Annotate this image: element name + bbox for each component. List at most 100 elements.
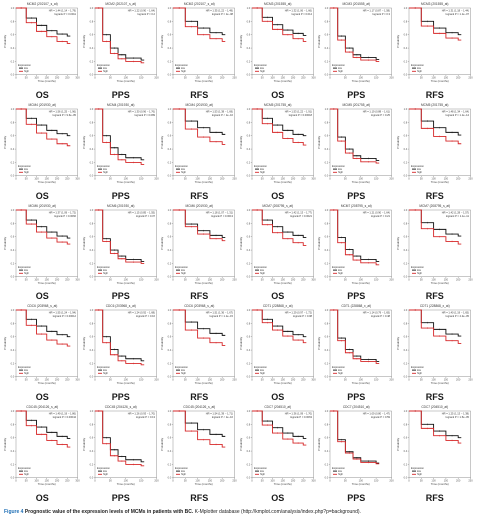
hr-annotation: HR = 1.56 (1.25 − 1.96): [49, 109, 76, 113]
y-tick-label: 0.2: [403, 362, 407, 366]
x-tick-label: 200: [290, 277, 295, 281]
y-axis-label: Probability: [396, 236, 400, 250]
y-tick-label: 1.0: [246, 409, 250, 413]
legend-entry: high: [417, 271, 422, 275]
x-tick-label: 150: [443, 479, 448, 483]
legend-title: Expression: [411, 63, 424, 67]
km-panel: MCM6 (201930_at) 0.0 0.2 0.4 0.6 0.8 1.0 0 50 100…: [3, 204, 82, 305]
legend-title: Expression: [175, 63, 188, 67]
x-tick-label: 200: [290, 378, 295, 382]
y-tick-label: 0.2: [246, 463, 250, 467]
y-tick-label: 0.8: [325, 221, 329, 225]
y-tick-label: 1.0: [168, 6, 172, 10]
logrank-annotation: logrank P = 0.59: [371, 415, 390, 419]
legend-entry: low: [181, 469, 185, 473]
x-tick-label: 250: [468, 277, 473, 281]
x-tick-label: 100: [195, 378, 200, 382]
x-tick-label: 0: [172, 479, 174, 483]
panel-label: RFS: [425, 492, 444, 503]
y-tick-label: 0.6: [325, 436, 329, 440]
panel-label: PPS: [347, 89, 366, 100]
y-tick-label: 0.0: [403, 274, 407, 278]
x-tick-label: 100: [431, 75, 436, 79]
x-tick-label: 0: [172, 378, 174, 382]
x-tick-label: 150: [45, 277, 50, 281]
x-tick-label: 100: [359, 75, 364, 79]
x-tick-label: 150: [138, 378, 143, 382]
y-tick-label: 0.2: [168, 160, 172, 164]
y-tick-label: 0.4: [403, 147, 407, 151]
x-tick-label: 300: [75, 378, 80, 382]
x-tick-label: 150: [208, 277, 213, 281]
x-tick-label: 100: [359, 277, 364, 281]
x-tick-label: 50: [108, 75, 111, 79]
y-tick-label: 0.6: [403, 133, 407, 137]
x-tick-label: 200: [55, 277, 60, 281]
km-curve-high: [94, 410, 144, 467]
panel-title: CDC45 (204126_s_at): [26, 405, 59, 410]
x-tick-label: 150: [374, 176, 379, 180]
x-axis-label: Time (months): [430, 381, 448, 385]
logrank-annotation: logrank P = 0.0063: [290, 415, 312, 419]
logrank-annotation: logrank P = 0.00044: [53, 415, 77, 419]
y-tick-label: 0.8: [403, 322, 407, 326]
y-axis-label: Probability: [160, 34, 164, 48]
x-tick-label: 100: [34, 277, 39, 281]
x-tick-label: 150: [280, 378, 285, 382]
y-tick-label: 0.0: [11, 274, 15, 278]
panel-label: PPS: [111, 89, 130, 100]
x-tick-label: 250: [232, 277, 237, 281]
y-tick-label: 0.0: [246, 274, 250, 278]
panel-label: PPS: [111, 291, 130, 302]
km-plot: 0.0 0.2 0.4 0.6 0.8 1.0 0 50 100 150 200 Probabilit…: [82, 308, 159, 385]
y-tick-label: 0.8: [325, 19, 329, 23]
x-tick-label: 50: [184, 176, 187, 180]
y-tick-label: 0.8: [89, 221, 93, 225]
y-tick-label: 0.8: [11, 422, 15, 426]
km-plot: 0.0 0.2 0.4 0.6 0.8 1.0 0 50 100 150 200 Probabilit…: [82, 409, 159, 486]
km-plot: 0.0 0.2 0.4 0.6 0.8 1.0 0 50 100 150 200 250 Probabi…: [396, 107, 473, 184]
legend-entry: low: [338, 368, 342, 372]
x-tick-label: 0: [15, 479, 17, 483]
x-tick-label: 300: [75, 479, 80, 483]
figure-caption: Figure 4 Prognostic value of the express…: [4, 509, 474, 516]
y-tick-label: 0.2: [403, 261, 407, 265]
legend-entry: low: [417, 469, 421, 473]
y-tick-label: 0.4: [89, 46, 93, 50]
y-tick-label: 0.8: [11, 322, 15, 326]
x-tick-label: 150: [45, 176, 50, 180]
km-panel: CDC7 (204510_at) 0.0 0.2 0.4 0.6 0.8 1.0 0 50 100…: [396, 405, 475, 506]
legend-entry: high: [260, 372, 265, 376]
y-axis-label: Probability: [3, 34, 7, 48]
hr-annotation: HR = 1.54 (1.39 − 1.71): [206, 412, 233, 416]
hr-annotation: HR = 1.42 (1.13 − 1.77): [284, 210, 311, 214]
legend-title: Expression: [332, 466, 345, 470]
panel-label: OS: [35, 291, 49, 302]
km-plot: 0.0 0.2 0.4 0.6 0.8 1.0 0 50 100 150 200 250 300 Prob…: [3, 107, 80, 184]
panel-title: MCM4 (201930_at): [107, 102, 135, 107]
x-axis-label: Time (months): [273, 280, 291, 284]
y-tick-label: 0.4: [89, 147, 93, 151]
y-tick-label: 0.6: [403, 33, 407, 37]
y-tick-label: 1.0: [246, 207, 250, 211]
y-tick-label: 1.0: [403, 107, 407, 111]
y-tick-label: 0.0: [89, 274, 93, 278]
legend-entry: high: [24, 170, 29, 174]
x-tick-label: 50: [184, 479, 187, 483]
x-tick-label: 150: [374, 75, 379, 79]
x-tick-label: 0: [172, 277, 174, 281]
y-tick-label: 1.0: [168, 107, 172, 111]
km-panel: CDC7 (204510_at) 0.0 0.2 0.4 0.6 0.8 1.0 0 50 100…: [317, 405, 396, 506]
y-tick-label: 0.8: [168, 422, 172, 426]
legend-title: Expression: [97, 63, 110, 67]
y-tick-label: 0.4: [246, 248, 250, 252]
x-axis-label: Time (months): [38, 482, 56, 486]
y-tick-label: 0.4: [11, 449, 15, 453]
x-tick-label: 50: [260, 75, 263, 79]
x-tick-label: 150: [443, 176, 448, 180]
y-tick-label: 0.2: [403, 59, 407, 63]
x-tick-label: 200: [389, 479, 394, 483]
panel-label: OS: [271, 89, 285, 100]
y-tick-label: 0.0: [168, 274, 172, 278]
y-tick-label: 1.0: [246, 6, 250, 10]
